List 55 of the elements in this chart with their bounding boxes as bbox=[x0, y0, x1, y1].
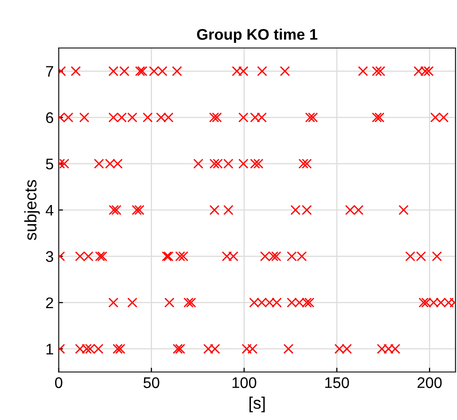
point bbox=[398, 204, 409, 216]
y-tick-label: 6 bbox=[46, 112, 54, 124]
point bbox=[70, 66, 81, 76]
point bbox=[209, 204, 220, 216]
point bbox=[108, 204, 119, 216]
point bbox=[358, 66, 368, 76]
point bbox=[115, 344, 126, 354]
x-tick-label: 100 bbox=[232, 377, 256, 388]
point bbox=[108, 298, 118, 308]
point bbox=[172, 344, 183, 354]
y-tick-label: 1 bbox=[46, 344, 54, 354]
point bbox=[280, 66, 290, 76]
point bbox=[127, 298, 138, 308]
x-tick-label: 50 bbox=[144, 377, 160, 388]
y-tick-label: 7 bbox=[46, 66, 54, 77]
point bbox=[432, 251, 442, 262]
point bbox=[134, 204, 144, 216]
point bbox=[223, 204, 234, 216]
point bbox=[372, 66, 382, 76]
point bbox=[372, 112, 382, 122]
point bbox=[178, 251, 188, 262]
point bbox=[111, 204, 122, 216]
x-tick-label: 0 bbox=[55, 377, 62, 388]
point bbox=[142, 112, 153, 122]
point bbox=[298, 158, 308, 169]
chart-title: Group KO time 1 bbox=[197, 28, 318, 43]
point bbox=[112, 344, 123, 354]
y-tick-label: 2 bbox=[46, 297, 54, 308]
point bbox=[193, 158, 204, 169]
point bbox=[212, 112, 222, 122]
point bbox=[186, 298, 196, 308]
y-tick-label: 3 bbox=[46, 251, 54, 262]
point bbox=[209, 158, 220, 169]
point bbox=[305, 112, 316, 122]
x-tick-label: 150 bbox=[325, 377, 349, 388]
point bbox=[172, 66, 182, 76]
point bbox=[375, 66, 386, 76]
point bbox=[374, 112, 384, 122]
x-axis-title: [s] bbox=[249, 396, 265, 412]
point bbox=[257, 66, 268, 76]
point bbox=[253, 158, 264, 169]
point bbox=[132, 204, 142, 216]
point bbox=[79, 112, 90, 122]
y-axis-title: subjects bbox=[24, 180, 40, 240]
point bbox=[209, 112, 220, 122]
point bbox=[302, 158, 312, 169]
point bbox=[183, 298, 194, 308]
x-tick-label: 200 bbox=[418, 377, 442, 388]
point bbox=[308, 112, 318, 122]
point bbox=[59, 158, 70, 169]
point bbox=[164, 298, 174, 308]
y-tick-label: 4 bbox=[46, 205, 54, 216]
y-tick-label: 5 bbox=[46, 158, 54, 170]
point bbox=[283, 344, 294, 354]
point bbox=[175, 344, 186, 354]
